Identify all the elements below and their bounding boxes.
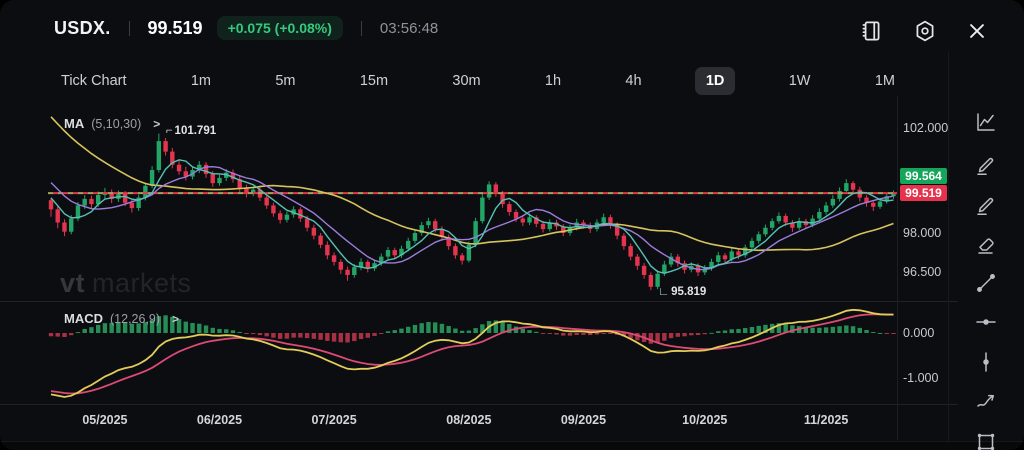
chevron-right-icon[interactable]: > <box>153 116 161 131</box>
tab-1h[interactable]: 1h <box>534 67 572 95</box>
settings-gear-icon[interactable] <box>912 18 938 44</box>
ma-legend-params: (5,10,30) <box>91 116 142 131</box>
timeframe-tabs: Tick Chart 1m 5m 15m 30m 1h 4h 1D 1W 1M <box>50 62 906 100</box>
tab-1m[interactable]: 1m <box>180 67 222 95</box>
macd-legend-name: MACD <box>64 311 103 326</box>
price-axis-label: 102.000 <box>903 121 949 135</box>
divider <box>128 20 130 36</box>
symbol-title: USDX. <box>54 17 111 38</box>
journal-icon[interactable] <box>858 18 884 44</box>
date-axis-label: 10/2025 <box>682 413 728 427</box>
header-bar: USDX. 99.519 +0.075 (+0.08%) 03:56:48 <box>0 0 1024 56</box>
bid-price-badge: 99.519 <box>900 185 947 201</box>
change-badge: +0.075 (+0.08%) <box>216 16 343 40</box>
price-axis-label: 98.000 <box>903 226 942 240</box>
chevron-right-icon[interactable]: > <box>172 311 180 326</box>
date-axis-label: 11/2025 <box>803 413 849 427</box>
macd-legend[interactable]: MACD (12,26,9) > <box>64 311 179 326</box>
tab-1w[interactable]: 1W <box>778 67 822 95</box>
tab-1d[interactable]: 1D <box>694 67 736 95</box>
ma-legend-name: MA <box>64 116 85 131</box>
wave-arrow-icon[interactable] <box>974 390 998 414</box>
divider <box>360 20 362 36</box>
ma-legend[interactable]: MA (5,10,30) > <box>64 116 160 131</box>
pencil-icon[interactable] <box>974 153 998 177</box>
macd-axis-label: -1.000 <box>903 371 939 385</box>
date-axis-label: 05/2025 <box>82 413 128 427</box>
drawing-toolbar <box>948 52 1024 450</box>
ask-price-badge: 99.564 <box>900 168 947 184</box>
low-price-annotation: ∟ 95.819 <box>657 286 707 299</box>
date-axis-label: 09/2025 <box>560 413 607 427</box>
macd-axis-label: 0.000 <box>903 326 935 340</box>
tab-4h[interactable]: 4h <box>614 67 652 95</box>
price-axis-label: 96.500 <box>903 265 942 280</box>
horizontal-line-icon[interactable] <box>974 310 998 334</box>
tab-5m[interactable]: 5m <box>264 67 306 95</box>
eraser-icon[interactable] <box>974 232 998 256</box>
watermark-bold: vt <box>60 268 86 298</box>
trend-line-icon[interactable] <box>974 271 998 295</box>
high-price-annotation: ⌐ 101.791 <box>165 125 217 138</box>
session-time: 03:56:48 <box>379 19 439 37</box>
line-chart-icon[interactable] <box>974 110 998 134</box>
last-price: 99.519 <box>147 17 203 38</box>
macd-legend-params: (12,26,9) <box>110 311 161 326</box>
vt-markets-watermark: vt markets <box>60 268 192 299</box>
date-axis-label: 06/2025 <box>196 413 243 427</box>
date-axis-label: 07/2025 <box>311 413 357 427</box>
close-icon[interactable] <box>964 18 990 44</box>
tab-15m[interactable]: 15m <box>349 67 399 95</box>
vertical-line-icon[interactable] <box>974 350 998 374</box>
tab-30m[interactable]: 30m <box>441 67 491 95</box>
tab-1m[interactable]: 1M <box>864 67 906 95</box>
watermark-rest: markets <box>92 268 192 298</box>
pen-icon[interactable] <box>974 193 998 217</box>
date-axis-label: 08/2025 <box>446 413 492 427</box>
rectangle-icon[interactable] <box>974 430 998 450</box>
window-bottom-edge <box>0 441 1024 450</box>
tab-tick-chart[interactable]: Tick Chart <box>50 67 138 95</box>
